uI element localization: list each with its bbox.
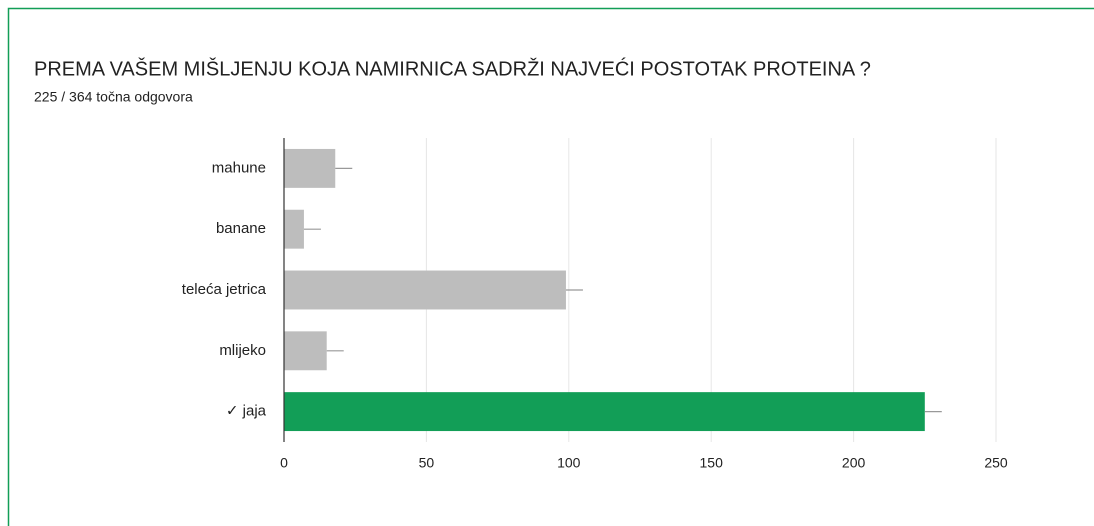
x-tick-label: 50 [419,455,435,471]
bar [284,148,336,188]
score-subtitle: 225 / 364 točna odgovora [34,89,193,105]
x-tick-label: 200 [842,455,866,471]
question-title: PREMA VAŠEM MIŠLJENJU KOJA NAMIRNICA SAD… [34,57,871,80]
bar [284,331,327,371]
y-tick-label: banane [216,220,266,237]
x-tick-label: 150 [700,455,724,471]
x-tick-label: 250 [984,455,1008,471]
y-tick-label: mlijeko [219,342,266,359]
bar [284,392,925,432]
card-border [7,7,1094,526]
x-tick-label: 100 [557,455,581,471]
x-tick-label: 0 [280,455,288,471]
y-tick-label: mahune [212,159,266,176]
y-tick-label: teleća jetrica [182,281,267,298]
bar [284,270,566,310]
y-tick-label: ✓ jaja [226,403,267,420]
bar [284,209,304,249]
